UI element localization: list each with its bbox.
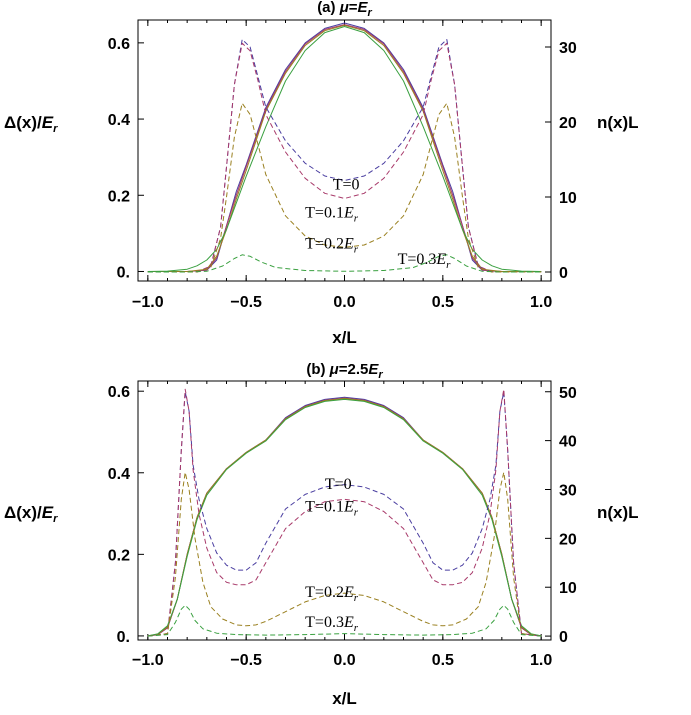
series-t-0-3e-r-n-x-l-dashed bbox=[147, 604, 542, 637]
y-left-tick-label: 0. bbox=[117, 629, 130, 646]
title-mu: μ bbox=[339, 0, 349, 16]
y-left-tick-label: 0.4 bbox=[108, 466, 130, 483]
title-mu: μ bbox=[329, 361, 339, 378]
curve-label-sub: r bbox=[354, 592, 359, 604]
y-right-tick-label: 30 bbox=[559, 40, 577, 57]
x-tick-label: 1.0 bbox=[530, 652, 552, 669]
curve-label-text: T=0.2 bbox=[305, 236, 344, 253]
y-left-tick-label: 0.6 bbox=[108, 36, 130, 53]
y-left-axis-label: Δ(x)/Er bbox=[4, 113, 58, 135]
y-left-tick-label: 0. bbox=[117, 264, 130, 281]
ylabel-var: E bbox=[42, 503, 54, 522]
y-left-tick-label: 0.2 bbox=[108, 547, 130, 564]
y-right-tick-label: 10 bbox=[559, 580, 577, 597]
series-group bbox=[147, 388, 542, 637]
ylabel-prefix: Δ(x)/ bbox=[4, 113, 42, 132]
y-right-tick-label: 20 bbox=[559, 115, 577, 132]
title-prefix: (a) bbox=[317, 0, 340, 16]
y-left-axis-label: Δ(x)/Er bbox=[4, 503, 58, 525]
x-tick-label: 0.0 bbox=[333, 652, 355, 669]
panel-title: (a) μ=Er bbox=[317, 0, 372, 19]
series-t-0-2e-r-solid bbox=[147, 398, 542, 637]
curve-label-var: E bbox=[343, 614, 354, 631]
series-t-0-2e-r-n-x-l-dashed bbox=[147, 471, 542, 637]
y-right-tick-label: 0 bbox=[559, 629, 568, 646]
y-left-tick-label: 0.2 bbox=[108, 188, 130, 205]
series-group bbox=[147, 22, 542, 273]
curve-label-var: E bbox=[343, 236, 354, 253]
x-tick-label: 0.5 bbox=[432, 294, 454, 311]
x-tick-label: −1.0 bbox=[132, 652, 164, 669]
series-t-0-3e-r-n-x-l-dashed bbox=[147, 254, 542, 273]
x-tick-label: −1.0 bbox=[132, 294, 164, 311]
curve-label: T=0.3Er bbox=[398, 251, 452, 271]
curve-label: T=0 bbox=[325, 476, 352, 493]
y-left-tick-label: 0.4 bbox=[108, 112, 130, 129]
title-eq: =2.5 bbox=[339, 361, 369, 378]
x-axis-label: x/L bbox=[332, 328, 357, 347]
x-axis-label: x/L bbox=[332, 689, 357, 708]
y-right-tick-label: 50 bbox=[559, 385, 577, 402]
curve-label: T=0.3Er bbox=[305, 614, 359, 634]
panel-a: −1.0 −0.5 0.0 0.5 1.0 0. 0.2 0.4 0.6 0 10 20 30 T=0 T=… bbox=[4, 0, 639, 347]
curve-label: T=0 bbox=[333, 177, 360, 194]
curve-label-text: T=0.1 bbox=[305, 499, 344, 516]
curve-label: T=0.1Er bbox=[305, 499, 359, 519]
curve-label-var: E bbox=[343, 584, 354, 601]
series-t-0-1e-r-n-x-l-dashed bbox=[147, 388, 542, 637]
panel-title: (b) μ=2.5Er bbox=[306, 361, 383, 381]
curve-label-sub: r bbox=[354, 244, 359, 256]
curve-label-sub: r bbox=[354, 212, 359, 224]
x-tick-label: 0.5 bbox=[432, 652, 454, 669]
series-t-0-2e-r-n-x-l-dashed bbox=[147, 102, 542, 273]
title-var: E bbox=[358, 0, 369, 16]
series-t-0-3e-r-solid bbox=[147, 26, 542, 272]
curve-label-sub: r bbox=[446, 259, 451, 271]
curve-label: T=0.1Er bbox=[305, 204, 359, 224]
curve-label-text: T=0.2 bbox=[305, 584, 344, 601]
series-t-0-1e-r-solid bbox=[147, 24, 542, 272]
ylabel-var: E bbox=[42, 113, 54, 132]
title-prefix: (b) bbox=[306, 361, 329, 378]
panel-b: −1.0 −0.5 0.0 0.5 1.0 0. 0.2 0.4 0.6 0 10 20 30 40 50 T… bbox=[4, 361, 639, 708]
series-t-0-1e-r-n-x-l-dashed bbox=[147, 42, 542, 273]
y-right-tick-label: 20 bbox=[559, 531, 577, 548]
ylabel-sub: r bbox=[53, 513, 58, 525]
title-sub: r bbox=[368, 7, 373, 19]
y-right-tick-label: 30 bbox=[559, 482, 577, 499]
curve-label-var: E bbox=[343, 204, 354, 221]
series-t-0-2e-r-solid bbox=[147, 24, 542, 272]
curve-label-text: T=0 bbox=[333, 177, 360, 194]
x-tick-label: −0.5 bbox=[230, 294, 262, 311]
x-tick-label: −0.5 bbox=[230, 652, 262, 669]
y-right-axis-label: n(x)L bbox=[597, 113, 639, 132]
ylabel-prefix: Δ(x)/ bbox=[4, 503, 42, 522]
title-var: E bbox=[368, 361, 379, 378]
curve-label-var: E bbox=[435, 251, 446, 268]
y-right-tick-label: 40 bbox=[559, 434, 577, 451]
curve-label: T=0.2Er bbox=[305, 236, 359, 256]
curve-label-var: E bbox=[343, 499, 354, 516]
curve-label-text: T=0 bbox=[325, 476, 352, 493]
curve-label-text: T=0.3 bbox=[305, 614, 344, 631]
y-right-axis-label: n(x)L bbox=[597, 503, 639, 522]
curve-label-text: T=0.3 bbox=[398, 251, 437, 268]
curve-label: T=0.2Er bbox=[305, 584, 359, 604]
y-right-tick-label: 0 bbox=[559, 265, 568, 282]
curve-label-sub: r bbox=[354, 622, 359, 634]
series-t-0-3e-r-solid bbox=[147, 398, 542, 637]
curve-label-text: T=0.1 bbox=[305, 204, 344, 221]
title-eq: = bbox=[349, 0, 358, 16]
y-left-tick-label: 0.6 bbox=[108, 384, 130, 401]
curve-label-sub: r bbox=[354, 507, 359, 519]
x-tick-label: 0.0 bbox=[333, 294, 355, 311]
x-tick-label: 1.0 bbox=[530, 294, 552, 311]
series-t-0-n-x-l-dashed bbox=[147, 391, 542, 637]
y-right-tick-label: 10 bbox=[559, 190, 577, 207]
series-t-0-solid bbox=[147, 22, 542, 272]
ylabel-sub: r bbox=[53, 123, 58, 135]
title-sub: r bbox=[378, 369, 383, 381]
